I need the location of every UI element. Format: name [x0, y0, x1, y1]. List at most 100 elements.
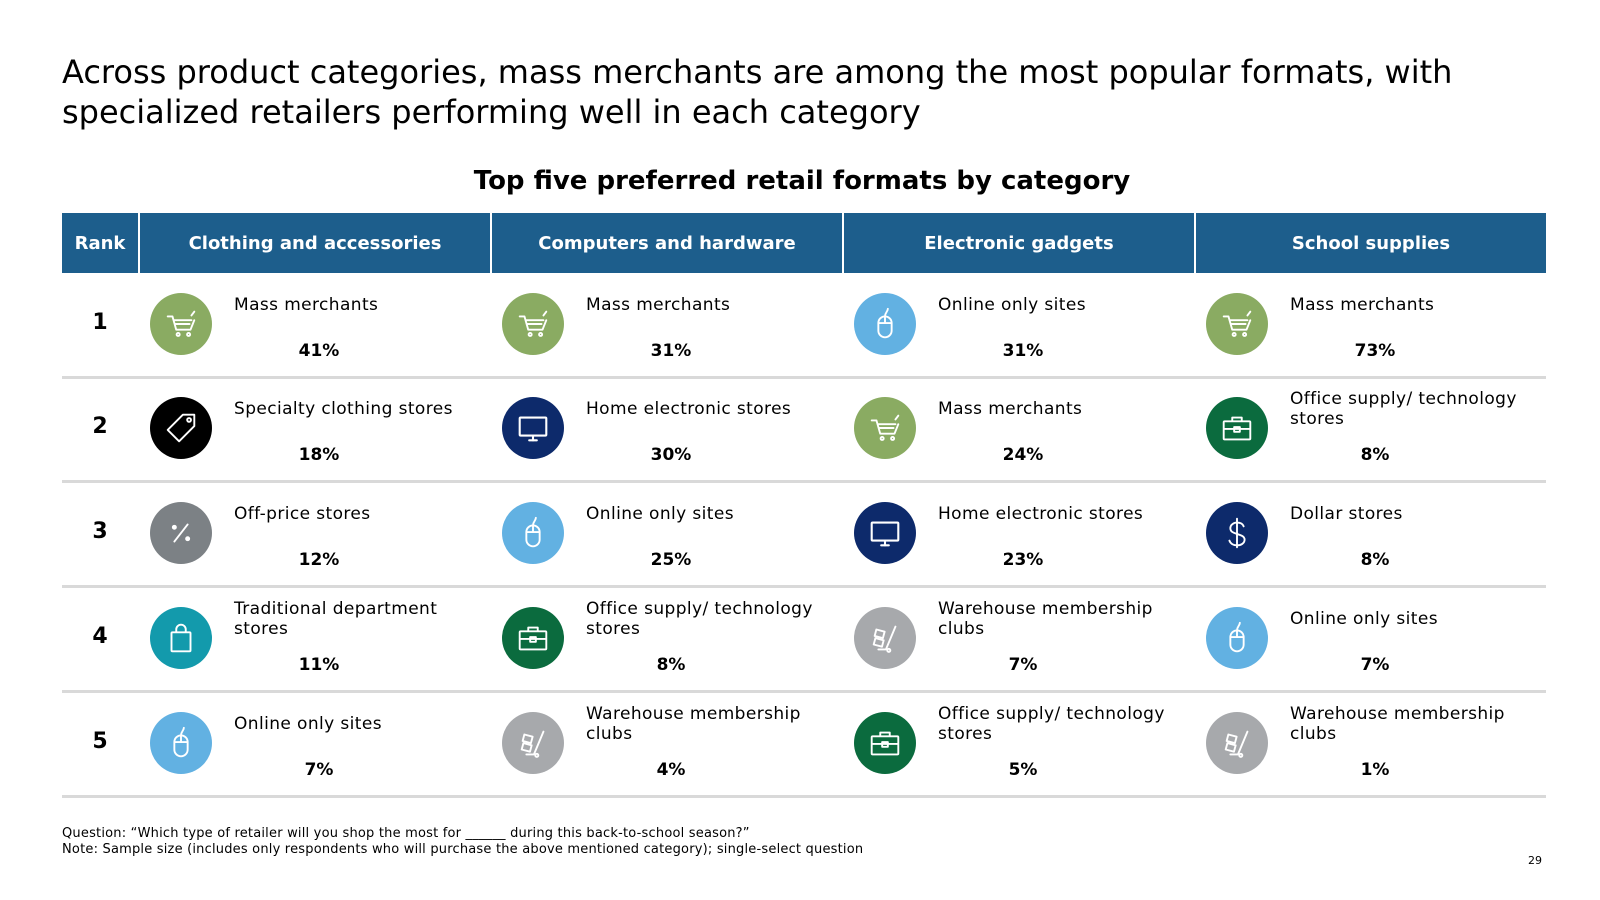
retail-format-label: Online only sites: [234, 714, 382, 734]
retail-format-label: Traditional department stores: [234, 599, 438, 639]
percentage-value: 12%: [298, 550, 340, 570]
hand-truck-icon: [502, 712, 564, 774]
briefcase-icon: [502, 607, 564, 669]
percentage-value: 8%: [656, 655, 686, 675]
retail-format-label: Mass merchants: [938, 399, 1083, 419]
price-tag-icon: [150, 397, 212, 459]
percentage-value: 31%: [650, 341, 692, 361]
cell-electronics: Home electronic stores 23%: [842, 482, 1194, 585]
cell-electronics: Office supply/ technology stores 5%: [842, 692, 1194, 795]
rank-number: 4: [92, 624, 108, 649]
table-title: Top five preferred retail formats by cat…: [473, 166, 1131, 196]
cell-electronics: Mass merchants 24%: [842, 377, 1194, 480]
percentage-value: 11%: [298, 655, 340, 675]
computer-mouse-icon: [150, 712, 212, 774]
cell-electronics: Warehouse membership clubs 7%: [842, 587, 1194, 690]
retail-format-label: Warehouse membership clubs: [1290, 704, 1505, 744]
table-row: 3 Off-price stores 12% Online only sites 25%…: [62, 482, 1546, 588]
percent-icon: [150, 502, 212, 564]
cell-computers: Warehouse membership clubs 4%: [490, 692, 842, 795]
cell-clothing: Off-price stores 12%: [138, 482, 490, 585]
cell-clothing: Mass merchants 41%: [138, 273, 490, 376]
header-computers: Computers and hardware: [492, 213, 842, 273]
cell-clothing: Specialty clothing stores 18%: [138, 377, 490, 480]
table-row: 5 Online only sites 7% Warehouse membership…: [62, 692, 1546, 798]
percentage-value: 7%: [304, 760, 334, 780]
retail-format-label: Online only sites: [938, 295, 1086, 315]
footnote-note: Note: Sample size (includes only respond…: [62, 842, 864, 857]
percentage-value: 7%: [1008, 655, 1038, 675]
cell-clothing: Traditional department stores 11%: [138, 587, 490, 690]
percentage-value: 4%: [656, 760, 686, 780]
percentage-value: 8%: [1360, 550, 1390, 570]
shopping-cart-icon: [854, 397, 916, 459]
retail-format-label: Mass merchants: [234, 295, 379, 315]
header-clothing: Clothing and accessories: [140, 213, 490, 273]
header-rank: Rank: [62, 213, 138, 273]
rank-number: 1: [92, 310, 108, 335]
retail-format-label: Online only sites: [1290, 609, 1438, 629]
retail-format-label: Office supply/ technology stores: [586, 599, 813, 639]
cell-school-supplies: Online only sites 7%: [1194, 587, 1546, 690]
cell-school-supplies: Warehouse membership clubs 1%: [1194, 692, 1546, 795]
retail-format-label: Office supply/ technology stores: [1290, 389, 1517, 429]
hand-truck-icon: [854, 607, 916, 669]
computer-mouse-icon: [502, 502, 564, 564]
percentage-value: 73%: [1354, 341, 1396, 361]
dollar-sign-icon: [1206, 502, 1268, 564]
percentage-value: 18%: [298, 445, 340, 465]
retail-format-label: Home electronic stores: [586, 399, 792, 419]
percentage-value: 23%: [1002, 550, 1044, 570]
footnote-question: Question: “Which type of retailer will y…: [62, 826, 750, 841]
retail-format-label: Warehouse membership clubs: [938, 599, 1153, 639]
rank-number: 2: [92, 414, 108, 439]
rank-number: 5: [92, 729, 108, 754]
percentage-value: 25%: [650, 550, 692, 570]
shopping-cart-icon: [150, 293, 212, 355]
retail-format-label: Home electronic stores: [938, 504, 1144, 524]
table-row: 1 Mass merchants 41% Mass merchants 31% Onlin…: [62, 273, 1546, 379]
header-electronics: Electronic gadgets: [844, 213, 1194, 273]
percentage-value: 5%: [1008, 760, 1038, 780]
retail-format-label: Mass merchants: [1290, 295, 1435, 315]
monitor-icon: [854, 502, 916, 564]
page-number: 29: [1528, 854, 1542, 867]
retail-format-label: Dollar stores: [1290, 504, 1403, 524]
slide-headline: Across product categories, mass merchant…: [62, 53, 1453, 131]
percentage-value: 24%: [1002, 445, 1044, 465]
briefcase-icon: [1206, 397, 1268, 459]
shopping-cart-icon: [502, 293, 564, 355]
cell-computers: Mass merchants 31%: [490, 273, 842, 376]
cell-computers: Home electronic stores 30%: [490, 377, 842, 480]
cell-computers: Online only sites 25%: [490, 482, 842, 585]
percentage-value: 1%: [1360, 760, 1390, 780]
cell-school-supplies: Office supply/ technology stores 8%: [1194, 377, 1546, 480]
rank-number: 3: [92, 519, 108, 544]
percentage-value: 31%: [1002, 341, 1044, 361]
computer-mouse-icon: [1206, 607, 1268, 669]
retail-format-label: Warehouse membership clubs: [586, 704, 801, 744]
retail-format-label: Office supply/ technology stores: [938, 704, 1165, 744]
cell-electronics: Online only sites 31%: [842, 273, 1194, 376]
percentage-value: 30%: [650, 445, 692, 465]
briefcase-icon: [854, 712, 916, 774]
retail-format-label: Specialty clothing stores: [234, 399, 453, 419]
table-header: Rank Clothing and accessories Computers …: [62, 213, 1546, 273]
percentage-value: 7%: [1360, 655, 1390, 675]
cell-clothing: Online only sites 7%: [138, 692, 490, 795]
shopping-cart-icon: [1206, 293, 1268, 355]
cell-computers: Office supply/ technology stores 8%: [490, 587, 842, 690]
header-school-supplies: School supplies: [1196, 213, 1546, 273]
computer-mouse-icon: [854, 293, 916, 355]
percentage-value: 41%: [298, 341, 340, 361]
retail-format-label: Mass merchants: [586, 295, 731, 315]
cell-school-supplies: Dollar stores 8%: [1194, 482, 1546, 585]
monitor-icon: [502, 397, 564, 459]
retail-format-label: Online only sites: [586, 504, 734, 524]
hand-truck-icon: [1206, 712, 1268, 774]
table-row: 2 Specialty clothing stores 18% Home electr…: [62, 377, 1546, 483]
cell-school-supplies: Mass merchants 73%: [1194, 273, 1546, 376]
retail-format-label: Off-price stores: [234, 504, 371, 524]
percentage-value: 8%: [1360, 445, 1390, 465]
table-row: 4 Traditional department stores 11% Office …: [62, 587, 1546, 693]
